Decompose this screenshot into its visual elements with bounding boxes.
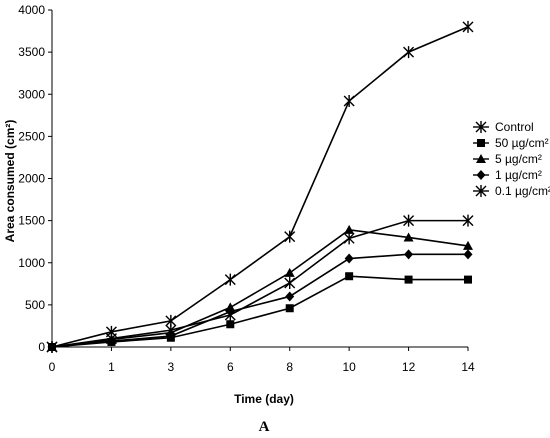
panel-label: A bbox=[259, 419, 270, 435]
legend-item-3: 1 µg/cm² bbox=[473, 168, 542, 182]
legend-label: 1 µg/cm² bbox=[495, 168, 542, 182]
x-tick-label: 8 bbox=[286, 360, 293, 374]
series-4 bbox=[46, 214, 474, 353]
data-point bbox=[403, 232, 414, 242]
legend-marker bbox=[477, 139, 485, 147]
axes: 0 500 1000 1500 2000 2500 3000 3500 4000 0 1 3 6 8 10 1… bbox=[18, 3, 475, 374]
legend-item-2: 5 µg/cm² bbox=[473, 152, 542, 166]
data-point bbox=[404, 275, 413, 284]
legend-item-0: Control bbox=[473, 120, 534, 134]
legend-label: Control bbox=[495, 120, 534, 134]
legend-label: 50 µg/cm² bbox=[495, 136, 549, 150]
data-point bbox=[404, 249, 414, 260]
y-tick-label: 1000 bbox=[18, 256, 45, 270]
data-point bbox=[345, 272, 354, 281]
data-point bbox=[224, 308, 236, 321]
data-point bbox=[46, 341, 58, 353]
data-point bbox=[343, 94, 355, 107]
legend-label: 0.1 µg/cm² bbox=[495, 184, 550, 198]
y-tick-label: 2500 bbox=[18, 129, 45, 143]
data-point bbox=[224, 273, 236, 286]
y-tick-label: 2000 bbox=[18, 172, 45, 186]
data-point bbox=[285, 304, 294, 313]
x-tick-label: 1 bbox=[108, 360, 115, 374]
data-point bbox=[344, 253, 354, 264]
y-tick-label: 1500 bbox=[18, 214, 45, 228]
legend-label: 5 µg/cm² bbox=[495, 152, 542, 166]
legend-marker bbox=[475, 121, 487, 133]
x-tick-label: 12 bbox=[402, 360, 416, 374]
series-line bbox=[51, 275, 468, 348]
legend-item-4: 0.1 µg/cm² bbox=[473, 184, 550, 198]
x-tick-label: 6 bbox=[227, 360, 234, 374]
data-point bbox=[462, 214, 474, 227]
x-tick-label: 14 bbox=[461, 360, 475, 374]
data-point bbox=[403, 46, 415, 59]
data-point bbox=[284, 230, 296, 243]
x-tick-label: 10 bbox=[342, 360, 356, 374]
data-point bbox=[464, 275, 472, 284]
data-point bbox=[226, 320, 235, 329]
data-point bbox=[165, 324, 177, 337]
data-point bbox=[284, 276, 296, 289]
y-axis-title: Area consumed (cm²) bbox=[3, 120, 17, 243]
legend: Control 50 µg/cm² 5 µg/cm² 1 µg/cm² 0.1 µg/c… bbox=[473, 120, 550, 198]
y-tick-label: 3000 bbox=[18, 87, 45, 101]
legend-marker bbox=[476, 154, 486, 163]
x-tick-label: 3 bbox=[168, 360, 175, 374]
legend-item-1: 50 µg/cm² bbox=[473, 136, 549, 150]
legend-marker bbox=[475, 185, 487, 197]
y-tick-label: 500 bbox=[25, 298, 45, 312]
series-line bbox=[51, 229, 469, 348]
y-tick-label: 0 bbox=[38, 340, 45, 354]
data-point bbox=[403, 214, 415, 227]
data-point bbox=[285, 291, 295, 302]
series-line bbox=[51, 26, 469, 348]
x-tick-label: 0 bbox=[49, 360, 56, 374]
series-layer bbox=[46, 20, 474, 353]
data-point bbox=[284, 267, 295, 277]
data-point bbox=[343, 232, 355, 245]
data-point bbox=[463, 249, 473, 260]
data-point bbox=[344, 224, 355, 234]
legend-marker bbox=[476, 170, 486, 180]
x-axis-title: Time (day) bbox=[234, 392, 294, 406]
data-point bbox=[462, 20, 474, 33]
series-line bbox=[51, 253, 468, 348]
data-point bbox=[463, 240, 473, 250]
series-line bbox=[51, 219, 468, 348]
y-tick-label: 3500 bbox=[18, 45, 45, 59]
y-tick-label: 4000 bbox=[18, 3, 45, 17]
series-0 bbox=[46, 20, 474, 353]
data-point bbox=[105, 332, 117, 345]
